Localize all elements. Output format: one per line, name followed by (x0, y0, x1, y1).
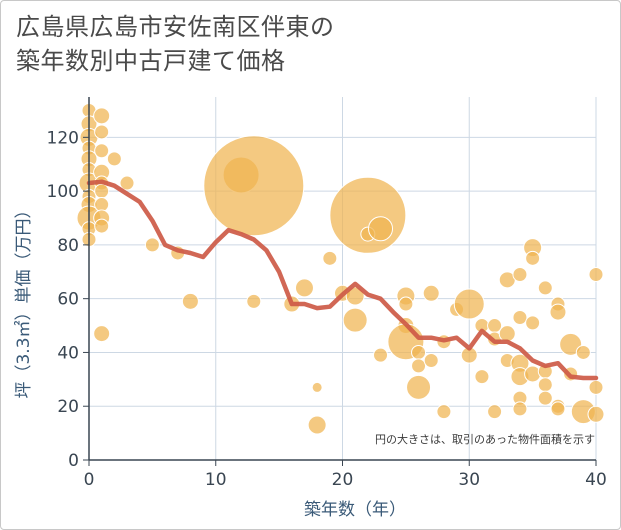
data-bubble (588, 266, 604, 282)
data-bubble (512, 401, 528, 417)
data-bubble (512, 309, 528, 325)
data-bubble (550, 401, 566, 417)
data-bubble (94, 183, 110, 199)
data-bubble (203, 135, 305, 237)
data-bubble (436, 404, 452, 420)
data-bubble (94, 124, 110, 140)
data-bubble (322, 250, 338, 266)
y-tick-label: 40 (57, 343, 79, 363)
chart-title-line-2: 築年数別中古戸建て価格 (16, 47, 286, 75)
data-bubble (373, 347, 389, 363)
y-tick-label: 60 (57, 290, 79, 310)
data-bubble (537, 390, 553, 406)
data-bubble (512, 266, 528, 282)
chart-title-line-1: 広島県広島市安佐南区伴東の (16, 13, 335, 41)
data-bubble (537, 280, 553, 296)
data-bubble (94, 218, 110, 234)
y-tick-label: 100 (47, 182, 79, 202)
data-bubble (93, 107, 111, 125)
bubble-series (76, 102, 605, 435)
data-bubble (498, 325, 516, 343)
data-bubble (453, 288, 485, 320)
data-bubble (422, 284, 440, 302)
data-bubble (311, 381, 323, 393)
x-tick-label: 20 (332, 470, 354, 490)
data-bubble (525, 315, 541, 331)
data-bubble (423, 353, 439, 369)
data-bubble (94, 143, 110, 159)
data-bubble (398, 296, 414, 312)
data-bubble (487, 404, 503, 420)
y-axis-title: 坪（3.3㎡）単価（万円） (14, 201, 34, 398)
bubble-size-note: 円の大きさは、取引のあった物件面積を示す (375, 432, 595, 446)
x-tick-label: 30 (458, 470, 480, 490)
data-bubble (329, 176, 407, 254)
x-tick-label: 0 (84, 470, 95, 490)
axes: 0 20 40 60 80 100 120 0 10 20 30 40 (47, 97, 607, 490)
x-tick-label: 40 (585, 470, 607, 490)
y-tick-label: 20 (57, 397, 79, 417)
data-bubble (587, 405, 605, 423)
data-bubble (144, 237, 160, 253)
data-bubble (246, 293, 262, 309)
data-bubble (549, 303, 567, 321)
x-axis-title: 築年数（年） (304, 500, 406, 520)
data-bubble (537, 377, 553, 393)
data-bubble (345, 286, 365, 306)
data-bubble (559, 332, 583, 356)
data-bubble (119, 175, 135, 191)
data-bubble (94, 197, 110, 213)
y-tick-label: 80 (57, 236, 79, 256)
y-tick-label: 120 (47, 128, 79, 148)
data-bubble (525, 250, 541, 266)
trend-line-series (86, 179, 599, 381)
data-bubble (474, 369, 490, 385)
average-price-line (86, 179, 599, 381)
data-bubble (411, 344, 427, 360)
data-bubble (406, 374, 432, 400)
data-bubble (93, 325, 111, 343)
chart-title: 広島県広島市安佐南区伴東の 築年数別中古戸建て価格 (16, 10, 335, 78)
data-bubble (307, 415, 327, 435)
data-bubble (294, 278, 314, 298)
data-bubble (181, 292, 199, 310)
data-bubble (368, 216, 394, 242)
data-bubble (575, 344, 591, 360)
data-bubble (342, 307, 368, 333)
data-bubble (411, 358, 427, 374)
data-bubble (106, 151, 122, 167)
data-bubble (524, 365, 542, 383)
x-tick-label: 10 (205, 470, 227, 490)
y-tick-label: 0 (68, 451, 79, 471)
data-bubble (588, 379, 604, 395)
